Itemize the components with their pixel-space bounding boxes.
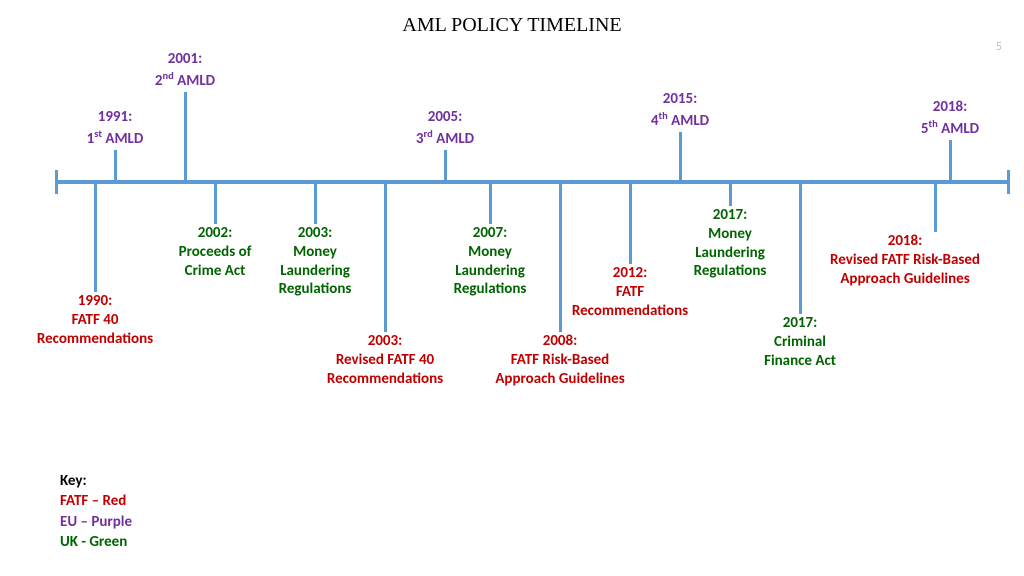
tick-e2007 bbox=[489, 184, 492, 224]
legend-heading: Key: bbox=[60, 471, 132, 491]
event-year: 2003: bbox=[300, 332, 470, 351]
event-year: 2018: bbox=[810, 232, 1000, 251]
tick-e2017c bbox=[799, 184, 802, 314]
event-label-e2015: 2015:4th AMLD bbox=[630, 90, 730, 131]
event-desc: 1st AMLD bbox=[65, 127, 165, 149]
tick-e1991 bbox=[114, 150, 117, 180]
event-desc: 5th AMLD bbox=[900, 117, 1000, 139]
event-label-e2003uk: 2003:MoneyLaunderingRegulations bbox=[260, 224, 370, 299]
event-desc: MoneyLaunderingRegulations bbox=[260, 243, 370, 299]
event-label-e1990: 1990:FATF 40Recommendations bbox=[15, 292, 175, 348]
tick-e2001 bbox=[184, 92, 187, 180]
event-desc: CriminalFinance Act bbox=[745, 333, 855, 371]
event-year: 2017: bbox=[675, 206, 785, 225]
tick-e2003uk bbox=[314, 184, 317, 224]
legend-item-fatf: FATF – Red bbox=[60, 491, 132, 511]
event-label-e2002: 2002:Proceeds ofCrime Act bbox=[160, 224, 270, 280]
tick-e2003f bbox=[384, 184, 387, 332]
event-year: 2007: bbox=[435, 224, 545, 243]
event-label-e2008: 2008:FATF Risk-BasedApproach Guidelines bbox=[470, 332, 650, 388]
event-label-e2003f: 2003:Revised FATF 40Recommendations bbox=[300, 332, 470, 388]
tick-e2015 bbox=[679, 132, 682, 180]
event-desc: MoneyLaunderingRegulations bbox=[435, 243, 545, 299]
event-desc: MoneyLaunderingRegulations bbox=[675, 225, 785, 281]
event-desc: Proceeds ofCrime Act bbox=[160, 243, 270, 281]
event-year: 2003: bbox=[260, 224, 370, 243]
page-number: 5 bbox=[996, 40, 1002, 54]
tick-e2018u bbox=[949, 140, 952, 180]
event-year: 1990: bbox=[15, 292, 175, 311]
event-year: 2008: bbox=[470, 332, 650, 351]
event-desc: FATF 40Recommendations bbox=[15, 311, 175, 349]
page-title: AML POLICY TIMELINE bbox=[0, 14, 1024, 37]
event-desc: Revised FATF 40Recommendations bbox=[300, 351, 470, 389]
event-desc: 4th AMLD bbox=[630, 109, 730, 131]
event-desc: FATF Risk-BasedApproach Guidelines bbox=[470, 351, 650, 389]
tick-e1990 bbox=[94, 184, 97, 292]
event-desc: 2nd AMLD bbox=[135, 69, 235, 91]
tick-e2002 bbox=[214, 184, 217, 224]
event-year: 2017: bbox=[745, 314, 855, 333]
legend-item-eu: EU – Purple bbox=[60, 512, 132, 532]
event-label-e2005: 2005:3rd AMLD bbox=[395, 108, 495, 149]
tick-e2012 bbox=[629, 184, 632, 264]
event-year: 1991: bbox=[65, 108, 165, 127]
legend: Key: FATF – Red EU – Purple UK - Green bbox=[60, 471, 132, 552]
event-year: 2018: bbox=[900, 98, 1000, 117]
axis-cap-right bbox=[1007, 170, 1010, 194]
event-label-e2007: 2007:MoneyLaunderingRegulations bbox=[435, 224, 545, 299]
axis-cap-left bbox=[55, 170, 58, 194]
event-desc: Revised FATF Risk-BasedApproach Guidelin… bbox=[810, 251, 1000, 289]
legend-item-uk: UK - Green bbox=[60, 532, 132, 552]
event-label-e2017c: 2017:CriminalFinance Act bbox=[745, 314, 855, 370]
event-desc: 3rd AMLD bbox=[395, 127, 495, 149]
event-year: 2015: bbox=[630, 90, 730, 109]
tick-e2005 bbox=[444, 150, 447, 180]
event-year: 2005: bbox=[395, 108, 495, 127]
timeline-axis bbox=[55, 180, 1010, 184]
event-label-e2001: 2001:2nd AMLD bbox=[135, 50, 235, 91]
tick-e2017m bbox=[729, 184, 732, 206]
event-label-e2018u: 2018:5th AMLD bbox=[900, 98, 1000, 139]
tick-e2018f bbox=[934, 184, 937, 232]
event-label-e2018f: 2018:Revised FATF Risk-BasedApproach Gui… bbox=[810, 232, 1000, 288]
event-year: 2001: bbox=[135, 50, 235, 69]
event-label-e1991: 1991:1st AMLD bbox=[65, 108, 165, 149]
event-desc: FATFRecommendations bbox=[555, 283, 705, 321]
event-label-e2017m: 2017:MoneyLaunderingRegulations bbox=[675, 206, 785, 281]
event-year: 2002: bbox=[160, 224, 270, 243]
